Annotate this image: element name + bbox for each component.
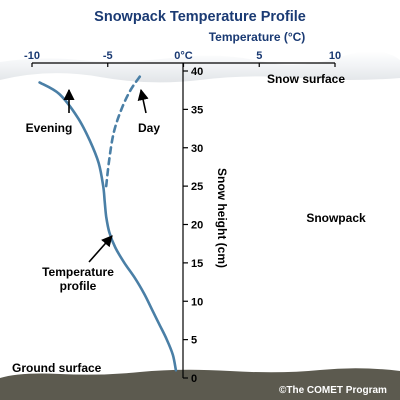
y-axis-label: Snow height (cm) [215,168,229,268]
snow-surface-band [0,51,400,83]
ground-surface-label: Ground surface [12,361,102,375]
day-arrow [137,88,149,114]
y-tick-label: 20 [191,220,203,232]
x-tick-label: -5 [103,50,113,62]
y-tick-label: 10 [191,296,203,308]
x-axis-ticks: -10 -5 0°C 5 10 [24,50,341,67]
snow-surface-label: Snow surface [267,72,345,86]
temperature-profile-arrow [88,235,113,263]
x-tick-label: 0°C [174,50,193,62]
y-tick-label: 15 [191,258,203,270]
y-tick-label: 5 [191,335,197,347]
ground-surface-band [0,368,400,400]
y-tick-label: 35 [191,104,203,116]
x-tick-label: -10 [24,50,40,62]
series-line-day [104,73,143,188]
y-tick-label: 0 [191,373,197,385]
day-label: Day [138,121,160,135]
x-axis-label: Temperature (°C) [209,30,306,44]
y-tick-label: 25 [191,181,203,193]
temperature-profile-label-line1: Temperature [42,265,114,279]
chart-title: Snowpack Temperature Profile [94,9,306,25]
credit-label: ©The COMET Program [279,385,387,396]
snowpack-label: Snowpack [306,211,366,225]
x-tick-label: 5 [256,50,262,62]
x-tick-label: 10 [329,50,341,62]
y-tick-label: 30 [191,143,203,155]
y-axis-ticks: 0 5 10 15 20 25 30 35 40 [183,66,203,385]
series-layer [38,73,178,372]
evening-label: Evening [26,121,73,135]
y-tick-label: 40 [191,66,203,78]
temperature-profile-label-line2: profile [60,279,97,293]
